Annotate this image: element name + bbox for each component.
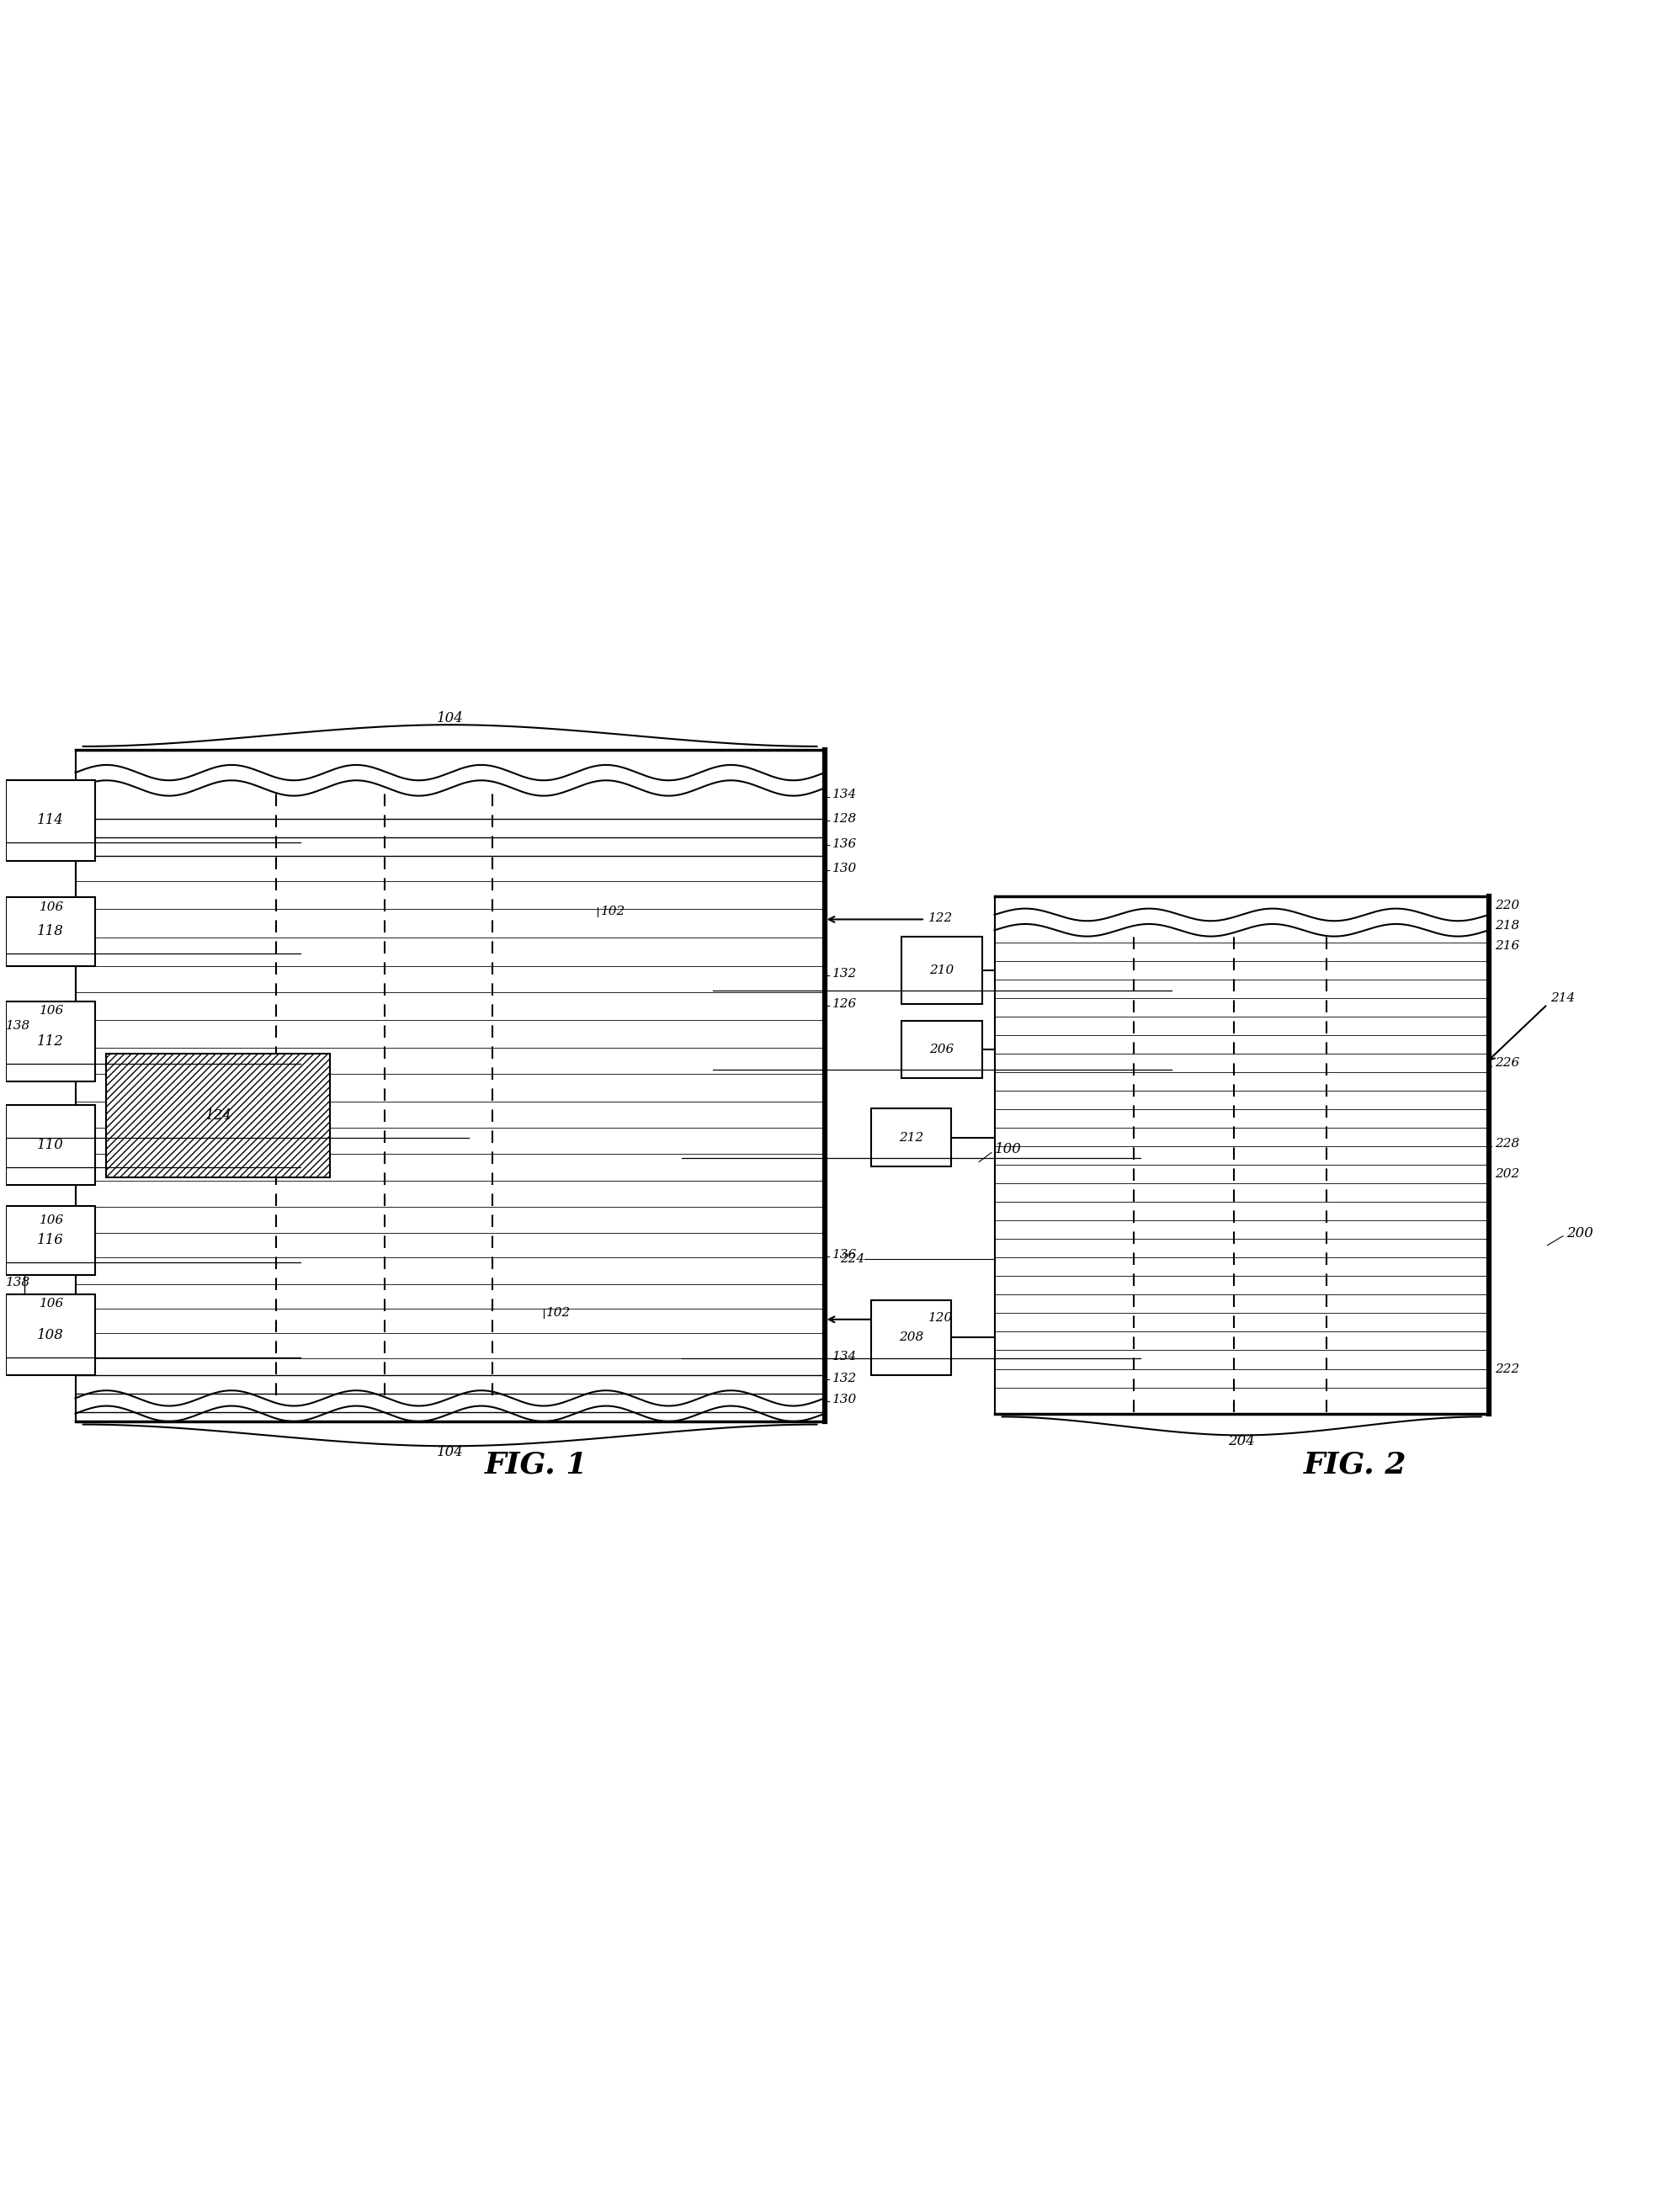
- Text: 124: 124: [205, 1108, 232, 1123]
- Text: 136: 136: [832, 838, 857, 849]
- Text: 134: 134: [832, 788, 857, 801]
- Text: 130: 130: [832, 1393, 857, 1406]
- Text: 106: 106: [40, 1215, 64, 1226]
- Text: 118: 118: [37, 924, 64, 939]
- Text: 104: 104: [437, 711, 464, 726]
- Text: 102: 102: [600, 906, 625, 917]
- Text: 218: 218: [1495, 919, 1520, 932]
- Bar: [902, 1020, 983, 1079]
- Bar: [5, 781, 96, 860]
- Text: 106: 106: [40, 902, 64, 913]
- Text: 226: 226: [1495, 1058, 1520, 1068]
- Text: 202: 202: [1495, 1169, 1520, 1180]
- Text: 136: 136: [832, 1248, 857, 1259]
- Bar: [5, 1294, 96, 1376]
- Text: 126: 126: [832, 998, 857, 1009]
- Text: 128: 128: [832, 814, 857, 825]
- Bar: [106, 1053, 331, 1178]
- Text: 206: 206: [929, 1044, 954, 1055]
- Text: 138: 138: [5, 1020, 30, 1031]
- Text: 106: 106: [40, 1299, 64, 1310]
- Text: 204: 204: [1228, 1435, 1255, 1448]
- Bar: [5, 1106, 96, 1185]
- Text: 132: 132: [832, 1371, 857, 1384]
- Text: 208: 208: [899, 1332, 924, 1343]
- Text: 116: 116: [37, 1233, 64, 1248]
- Bar: [5, 897, 96, 965]
- Text: 210: 210: [929, 965, 954, 976]
- Text: 200: 200: [1566, 1226, 1593, 1240]
- Text: 138: 138: [5, 1277, 30, 1288]
- Text: 220: 220: [1495, 900, 1520, 911]
- Bar: [870, 1301, 951, 1376]
- Text: 102: 102: [546, 1308, 571, 1319]
- Text: 108: 108: [37, 1327, 64, 1343]
- Text: FIG. 2: FIG. 2: [1304, 1450, 1406, 1479]
- Text: 112: 112: [37, 1033, 64, 1049]
- Text: 114: 114: [37, 814, 64, 827]
- Text: 222: 222: [1495, 1362, 1520, 1376]
- Bar: [902, 937, 983, 1005]
- Bar: [870, 1108, 951, 1167]
- Text: 100: 100: [995, 1143, 1021, 1156]
- Text: 122: 122: [927, 913, 953, 924]
- Text: 110: 110: [37, 1139, 64, 1152]
- Text: 228: 228: [1495, 1136, 1520, 1150]
- Text: 106: 106: [40, 1005, 64, 1016]
- Bar: [5, 1000, 96, 1082]
- Text: 120: 120: [927, 1312, 953, 1323]
- Text: 216: 216: [1495, 939, 1520, 952]
- Text: 224: 224: [840, 1253, 865, 1266]
- Text: 130: 130: [832, 862, 857, 873]
- Text: 134: 134: [832, 1352, 857, 1362]
- Text: 132: 132: [832, 968, 857, 979]
- Text: 214: 214: [1551, 992, 1576, 1005]
- Bar: [5, 1207, 96, 1275]
- Text: 212: 212: [899, 1132, 924, 1143]
- Text: FIG. 1: FIG. 1: [486, 1450, 588, 1479]
- Text: 104: 104: [437, 1446, 464, 1459]
